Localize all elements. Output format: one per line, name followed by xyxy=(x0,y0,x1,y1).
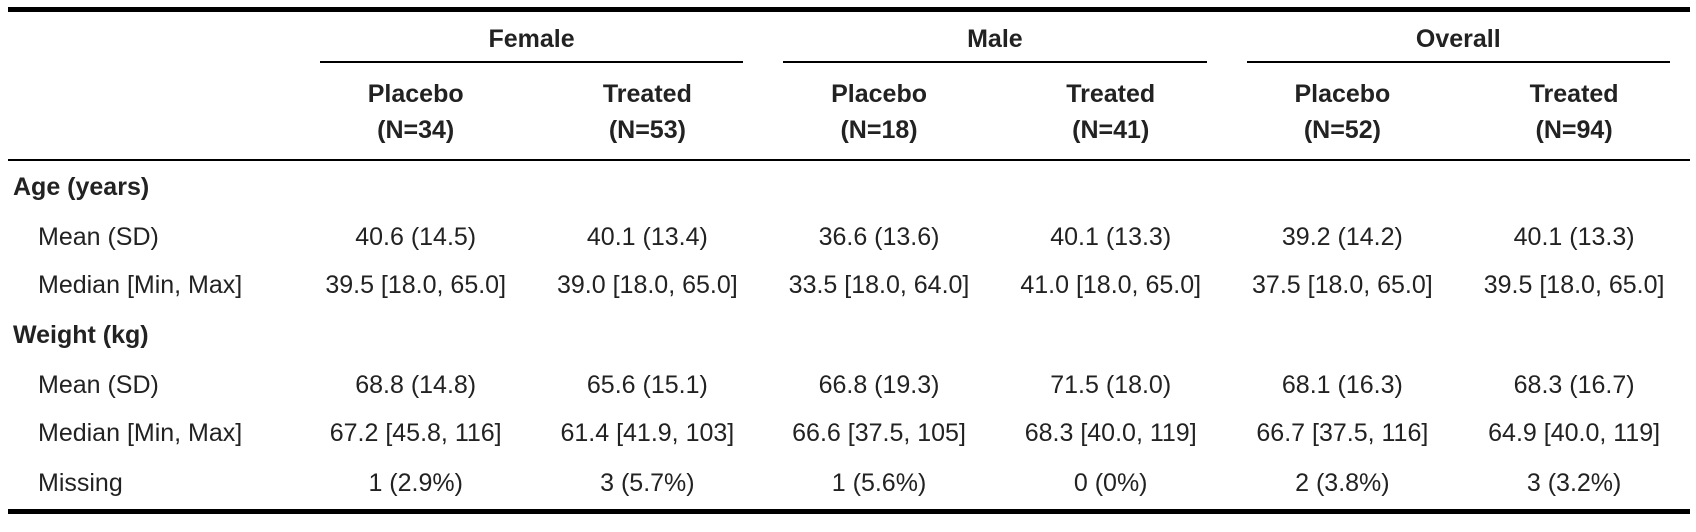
table-cell: 40.1 (13.4) xyxy=(586,222,708,251)
arm-n: (N=41) xyxy=(1072,115,1150,144)
table-cell: 39.5 [18.0, 65.0] xyxy=(1483,270,1665,299)
group-label: Female xyxy=(319,14,744,63)
group-header-female: Female xyxy=(300,12,763,64)
table-row: Median [Min, Max] 39.5 [18.0, 65.0] 39.0… xyxy=(8,261,1690,309)
table-cell: 1 (5.6%) xyxy=(831,468,927,497)
group-header-row: Female Male Overall xyxy=(8,12,1690,64)
table-cell: 67.2 [45.8, 116] xyxy=(329,418,502,447)
summary-table-container: Female Male Overall Placebo (N=34) Treate… xyxy=(8,7,1690,514)
table-cell: 66.7 [37.5, 116] xyxy=(1256,418,1429,447)
row-label: Missing xyxy=(38,468,123,497)
table-cell: 1 (2.9%) xyxy=(368,468,463,497)
header-rule xyxy=(8,159,1690,161)
arm-name: Treated xyxy=(1529,79,1619,108)
table-row: Mean (SD) 68.8 (14.8) 65.6 (15.1) 66.8 (… xyxy=(8,361,1690,409)
table-cell: 37.5 [18.0, 65.0] xyxy=(1252,270,1433,299)
arm-header-row: Placebo (N=34) Treated (N=53) Placebo (N=18… xyxy=(8,64,1690,159)
table-cell: 65.6 (15.1) xyxy=(586,370,708,399)
section-title: Age (years) xyxy=(13,172,150,201)
section-row-weight: Weight (kg) xyxy=(8,309,1690,361)
table-cell: 41.0 [18.0, 65.0] xyxy=(1020,270,1202,299)
section-row-age: Age (years) xyxy=(8,161,1690,213)
top-rule xyxy=(8,7,1690,12)
table-cell: 40.6 (14.5) xyxy=(355,222,477,251)
arm-name: Treated xyxy=(602,79,692,108)
arm-header: Treated (N=41) xyxy=(995,64,1227,159)
arm-n: (N=18) xyxy=(840,115,918,144)
table-cell: 66.8 (19.3) xyxy=(818,370,940,399)
arm-n: (N=34) xyxy=(377,115,455,144)
table-row: Missing 1 (2.9%) 3 (5.7%) 1 (5.6%) 0 (0%… xyxy=(8,457,1690,509)
table-cell: 64.9 [40.0, 119] xyxy=(1488,418,1661,447)
section-title: Weight (kg) xyxy=(13,320,149,349)
table-cell: 39.5 [18.0, 65.0] xyxy=(325,270,507,299)
table-cell: 40.1 (13.3) xyxy=(1050,222,1172,251)
arm-header: Treated (N=94) xyxy=(1458,64,1690,159)
arm-header: Placebo (N=52) xyxy=(1227,64,1459,159)
arm-name: Placebo xyxy=(1294,79,1391,108)
summary-table-body: Age (years) Mean (SD) 40.6 (14.5) 40.1 (… xyxy=(8,161,1690,509)
bottom-rule xyxy=(8,509,1690,514)
arm-header: Placebo (N=34) xyxy=(300,64,532,159)
group-header-overall: Overall xyxy=(1227,12,1690,64)
arm-name: Placebo xyxy=(831,79,927,108)
table-cell: 2 (3.8%) xyxy=(1295,468,1390,497)
table-cell: 33.5 [18.0, 64.0] xyxy=(788,270,970,299)
table-cell: 3 (5.7%) xyxy=(600,468,695,497)
summary-table: Female Male Overall Placebo (N=34) Treate… xyxy=(8,12,1690,159)
group-label: Overall xyxy=(1246,14,1670,63)
arm-header: Treated (N=53) xyxy=(532,64,764,159)
row-label: Mean (SD) xyxy=(38,222,159,251)
arm-name: Placebo xyxy=(367,79,464,108)
table-row: Median [Min, Max] 67.2 [45.8, 116] 61.4 … xyxy=(8,409,1690,457)
table-cell: 68.8 (14.8) xyxy=(355,370,477,399)
table-cell: 39.0 [18.0, 65.0] xyxy=(557,270,738,299)
table-cell: 71.5 (18.0) xyxy=(1050,370,1172,399)
table-cell: 68.3 [40.0, 119] xyxy=(1024,418,1197,447)
arm-header: Placebo (N=18) xyxy=(763,64,995,159)
row-label: Median [Min, Max] xyxy=(38,270,243,299)
arm-name: Treated xyxy=(1066,79,1156,108)
arm-n: (N=53) xyxy=(608,115,686,144)
table-cell: 36.6 (13.6) xyxy=(818,222,940,251)
group-label: Male xyxy=(783,14,1207,63)
table-cell: 39.2 (14.2) xyxy=(1281,222,1403,251)
arm-n: (N=94) xyxy=(1535,115,1613,144)
table-cell: 68.3 (16.7) xyxy=(1513,370,1635,399)
table-cell: 66.6 [37.5, 105] xyxy=(792,418,966,447)
row-label: Mean (SD) xyxy=(38,370,159,399)
corner-cell xyxy=(8,64,300,159)
table-row: Mean (SD) 40.6 (14.5) 40.1 (13.4) 36.6 (… xyxy=(8,213,1690,261)
table-cell: 3 (3.2%) xyxy=(1526,468,1622,497)
table-cell: 40.1 (13.3) xyxy=(1513,222,1635,251)
row-label: Median [Min, Max] xyxy=(38,418,243,447)
table-cell: 61.4 [41.9, 103] xyxy=(560,418,735,447)
table-cell: 0 (0%) xyxy=(1073,468,1148,497)
corner-cell xyxy=(8,12,300,64)
group-header-male: Male xyxy=(763,12,1226,64)
table-cell: 68.1 (16.3) xyxy=(1281,370,1403,399)
arm-n: (N=52) xyxy=(1303,115,1381,144)
